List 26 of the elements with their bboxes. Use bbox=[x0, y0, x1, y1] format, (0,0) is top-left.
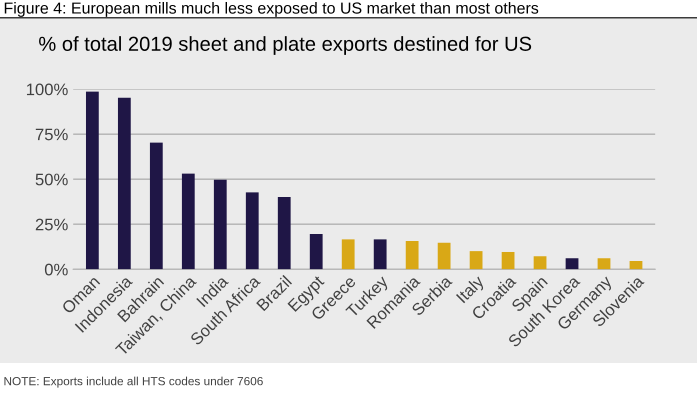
bar bbox=[342, 239, 355, 270]
bar bbox=[246, 192, 259, 270]
bar bbox=[118, 98, 131, 270]
y-tick-label: 25% bbox=[36, 218, 68, 230]
text: NOTE: Exports include all HTS codes under 7606 bbox=[4, 376, 263, 388]
bar bbox=[310, 234, 323, 270]
bar bbox=[534, 256, 546, 270]
bar bbox=[214, 180, 227, 270]
bar bbox=[470, 251, 482, 270]
y-tick-label: 75% bbox=[36, 128, 68, 140]
bar bbox=[278, 197, 291, 270]
bar bbox=[630, 260, 642, 270]
bar bbox=[374, 239, 387, 270]
bar bbox=[598, 258, 610, 270]
bar bbox=[182, 174, 195, 270]
y-tick-label: 0% bbox=[44, 264, 68, 276]
bar bbox=[86, 92, 99, 270]
y-tick-label: 50% bbox=[36, 174, 68, 186]
bar bbox=[406, 240, 419, 270]
bar bbox=[502, 252, 514, 270]
bar bbox=[566, 258, 578, 270]
bar bbox=[150, 142, 163, 270]
bar bbox=[438, 242, 451, 270]
chart-subtitle: % of total 2019 sheet and plate exports destined for US bbox=[39, 36, 532, 55]
y-tick-label: 100% bbox=[26, 84, 68, 96]
chart-title: Figure 4: European mills much less exposed to US market than most others bbox=[4, 2, 538, 17]
